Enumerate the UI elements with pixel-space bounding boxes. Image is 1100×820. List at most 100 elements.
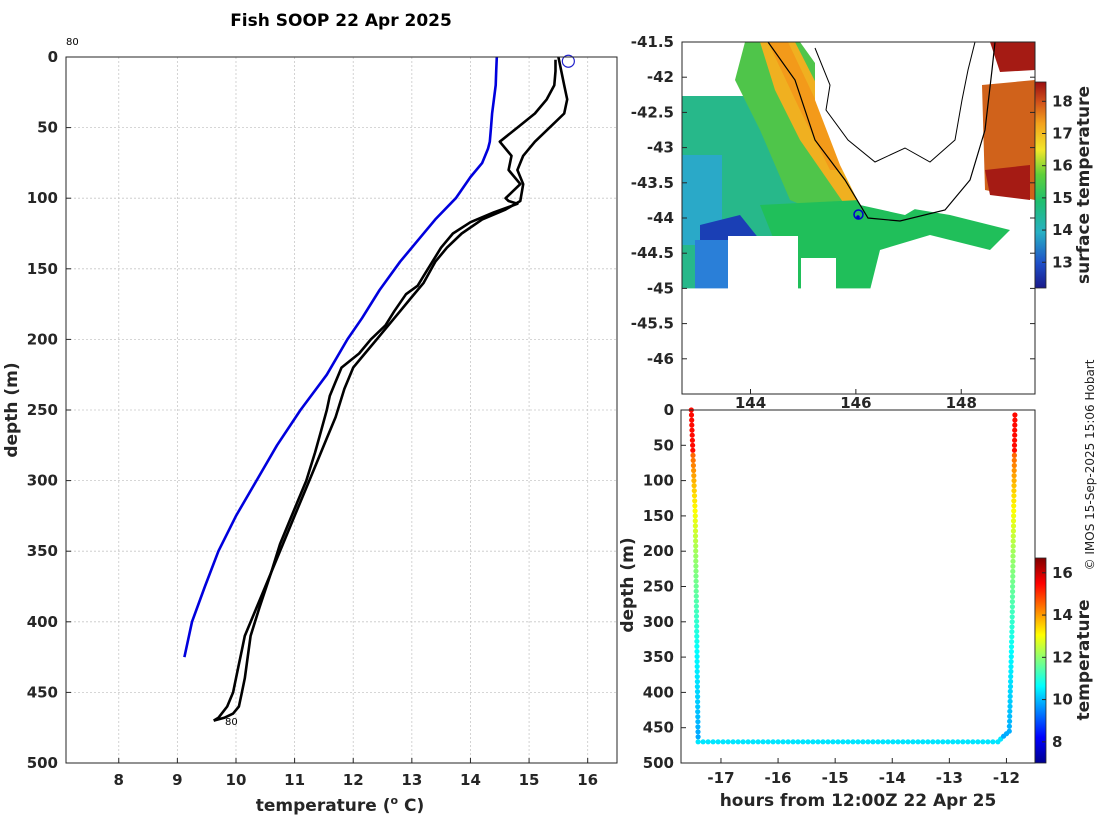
section-dot <box>692 508 698 514</box>
profile-ytick-label: 150 <box>27 260 58 278</box>
profile-ytick-label: 250 <box>27 401 58 419</box>
section-dot <box>1012 432 1018 438</box>
profile-title: Fish SOOP 22 Apr 2025 <box>230 11 452 31</box>
sst-cb-tick-label: 18 <box>1052 92 1073 110</box>
section-ytick-label: 0 <box>664 401 674 419</box>
section-dot <box>1009 629 1015 635</box>
profile-ytick-label: 0 <box>48 48 58 66</box>
sst-cb-tick-label: 16 <box>1052 157 1073 175</box>
section-dot <box>770 739 776 745</box>
section-dot <box>1010 518 1017 524</box>
section-dot <box>1011 513 1017 519</box>
section-dot <box>1008 659 1014 665</box>
section-xtick-label: -12 <box>993 769 1020 787</box>
section-dot <box>1010 523 1017 529</box>
section-dot <box>935 739 941 745</box>
section-y-ticks: 0 50 100 150 200 250 300 350 400 450 500 <box>643 401 686 772</box>
temp-cb-tick-label: 14 <box>1052 606 1073 624</box>
temp-cb-tick-label: 16 <box>1052 564 1073 582</box>
map-lat-tick-label: -45 <box>647 279 674 297</box>
section-dots <box>688 407 1018 745</box>
section-dot <box>1011 488 1017 494</box>
profile-ytick-label: 50 <box>37 119 58 137</box>
section-dot <box>845 739 851 745</box>
section-dot <box>693 613 700 619</box>
section-dot <box>795 739 801 745</box>
section-dot <box>910 739 916 745</box>
section-dot <box>970 739 976 745</box>
section-dot <box>693 603 700 609</box>
profile-xtick-label: 15 <box>519 771 540 789</box>
section-dot <box>1009 599 1016 605</box>
profile-xtick-label: 16 <box>577 771 598 789</box>
section-dot <box>1007 698 1013 705</box>
section-dot <box>1012 412 1018 418</box>
profile-xtick-label: 13 <box>401 771 422 789</box>
section-dot <box>695 709 701 715</box>
profile-line-profile-a <box>213 59 557 722</box>
section-dot <box>1009 614 1015 620</box>
section-dot <box>691 478 697 484</box>
section-dot <box>1008 649 1015 655</box>
section-dot <box>1011 503 1017 509</box>
section-dot <box>1011 442 1018 448</box>
section-dot <box>940 739 946 745</box>
section-dot <box>695 719 701 725</box>
section-ytick-label: 350 <box>643 648 674 666</box>
section-dot <box>695 739 701 745</box>
map-lat-tick-label: -45.5 <box>631 315 674 333</box>
section-dot <box>975 739 981 745</box>
profile-x-ticks: 8 9 10 11 12 13 14 15 16 <box>114 758 598 789</box>
section-xtick-label: -15 <box>822 769 849 787</box>
section-dot <box>694 618 700 624</box>
section-dot <box>694 679 701 685</box>
map-lat-tick-label: -42 <box>647 68 674 86</box>
section-dot <box>691 473 697 479</box>
section-dot <box>693 573 699 579</box>
section-dot <box>694 684 701 690</box>
section-dot <box>1010 548 1016 554</box>
map-lon-ticks: 144 146 148 <box>735 389 977 412</box>
section-dot <box>692 523 699 529</box>
section-dot <box>895 739 901 745</box>
section-dot <box>715 739 721 745</box>
section-dot <box>850 739 856 745</box>
map-position-dot <box>856 215 860 219</box>
section-xlabel: hours from 12:00Z 22 Apr 25 <box>720 791 997 811</box>
map-lat-tick-label: -44.5 <box>631 244 674 262</box>
section-dot <box>694 653 700 660</box>
section-ytick-label: 50 <box>653 436 674 454</box>
section-dot <box>1011 457 1017 463</box>
section-dot <box>692 498 698 504</box>
sst-cb-tick-label: 15 <box>1052 189 1073 207</box>
section-dot <box>1012 422 1018 428</box>
temp-cb-tick-label: 8 <box>1052 733 1062 751</box>
section-dot <box>694 668 700 675</box>
section-dot <box>710 739 716 745</box>
section-dot <box>955 739 961 745</box>
section-dot <box>1010 573 1016 580</box>
temp-cb-tick-label: 10 <box>1052 691 1073 709</box>
map-lat-tick-label: -43.5 <box>631 174 674 192</box>
section-dot <box>1007 708 1013 714</box>
section-ytick-label: 500 <box>643 754 674 772</box>
profile-series <box>183 54 575 722</box>
section-dot <box>689 427 695 433</box>
section-dot <box>1011 447 1018 453</box>
section-dot <box>785 739 791 745</box>
profile-line-profile-b <box>213 56 569 722</box>
profile-ylabel: depth (m) <box>2 362 22 457</box>
section-dot <box>860 739 866 745</box>
profile-xtick-label: 12 <box>343 771 364 789</box>
section-dot <box>1010 558 1016 564</box>
section-dot <box>694 663 700 670</box>
section-dot <box>690 462 697 469</box>
section-dot <box>693 598 700 604</box>
section-dot <box>1009 619 1015 625</box>
sst-ne-hot <box>990 42 1035 72</box>
section-dot <box>694 628 700 635</box>
section-dot <box>775 739 781 745</box>
section-dot <box>1010 588 1016 595</box>
section-axes-box <box>680 409 1036 764</box>
